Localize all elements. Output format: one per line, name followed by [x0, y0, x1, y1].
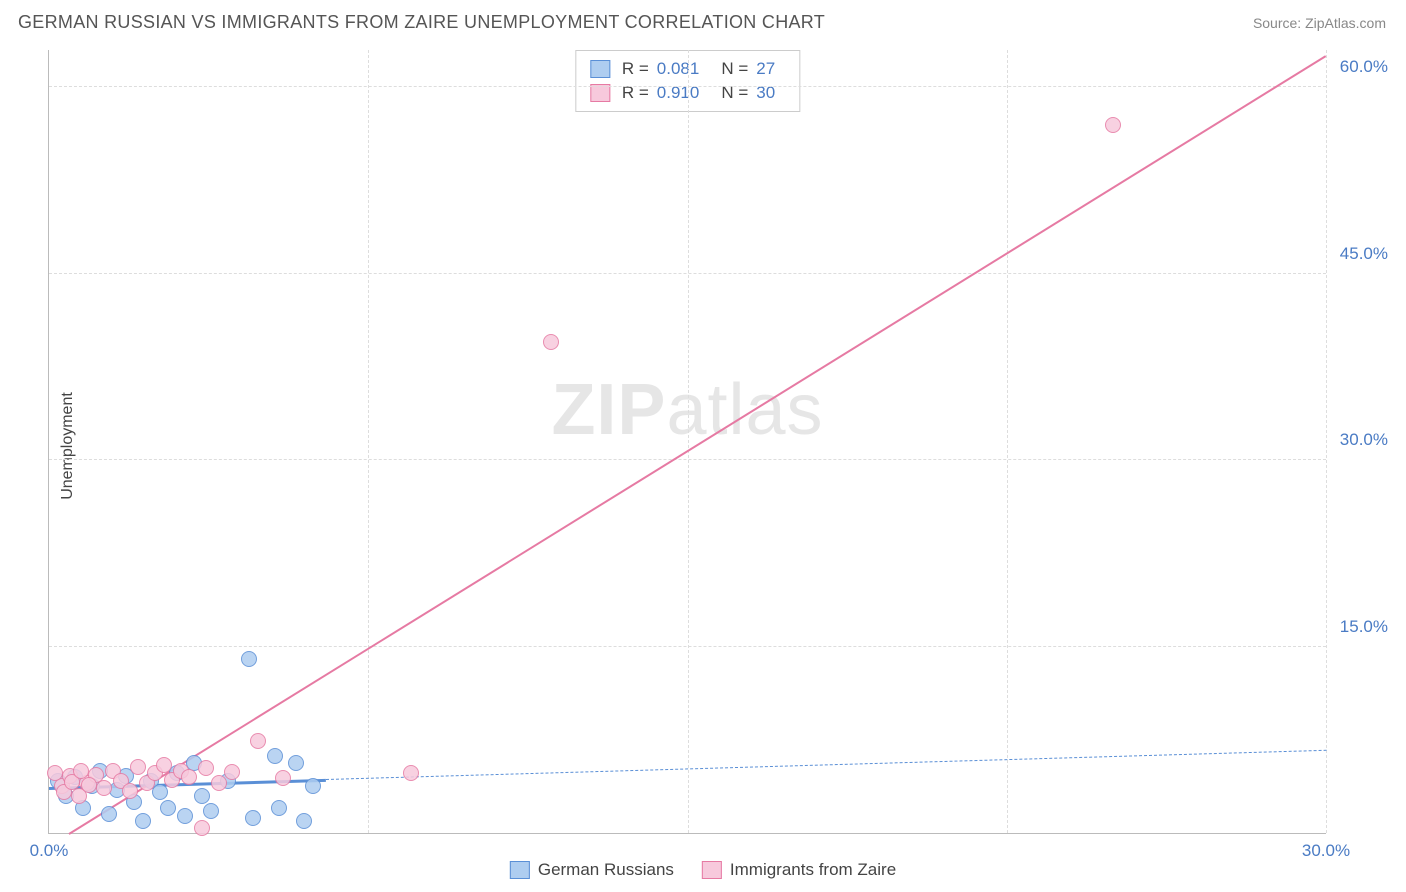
gridline-v: [688, 50, 689, 833]
legend-label: Immigrants from Zaire: [730, 860, 896, 880]
data-point: [245, 810, 261, 826]
data-point: [160, 800, 176, 816]
data-point: [101, 806, 117, 822]
source-attribution: Source: ZipAtlas.com: [1253, 15, 1386, 31]
r-label: R =: [622, 59, 649, 79]
data-point: [135, 813, 151, 829]
data-point: [122, 783, 138, 799]
legend-swatch: [590, 60, 610, 78]
y-tick-label: 45.0%: [1340, 244, 1388, 264]
data-point: [194, 788, 210, 804]
data-point: [181, 769, 197, 785]
y-tick-label: 60.0%: [1340, 57, 1388, 77]
data-point: [81, 777, 97, 793]
data-point: [211, 775, 227, 791]
data-point: [203, 803, 219, 819]
y-tick-label: 30.0%: [1340, 430, 1388, 450]
data-point: [224, 764, 240, 780]
y-tick-label: 15.0%: [1340, 617, 1388, 637]
data-point: [198, 760, 214, 776]
data-point: [543, 334, 559, 350]
data-point: [250, 733, 266, 749]
data-point: [267, 748, 283, 764]
legend-swatch: [510, 861, 530, 879]
data-point: [296, 813, 312, 829]
legend-label: German Russians: [538, 860, 674, 880]
data-point: [271, 800, 287, 816]
scatter-chart: ZIPatlas R =0.081N =27R =0.910N =30 15.0…: [48, 50, 1326, 834]
r-value: 0.081: [657, 59, 700, 79]
data-point: [130, 759, 146, 775]
gridline-v: [1326, 50, 1327, 833]
legend-swatch: [702, 861, 722, 879]
data-point: [194, 820, 210, 836]
data-point: [177, 808, 193, 824]
data-point: [403, 765, 419, 781]
data-point: [1105, 117, 1121, 133]
n-value: 27: [756, 59, 775, 79]
data-point: [47, 765, 63, 781]
data-point: [305, 778, 321, 794]
gridline-v: [368, 50, 369, 833]
data-point: [241, 651, 257, 667]
chart-title: GERMAN RUSSIAN VS IMMIGRANTS FROM ZAIRE …: [18, 12, 825, 33]
legend-item: Immigrants from Zaire: [702, 860, 896, 880]
x-tick-label: 0.0%: [30, 841, 69, 861]
trend-line: [326, 750, 1326, 780]
data-point: [156, 757, 172, 773]
x-tick-label: 30.0%: [1302, 841, 1350, 861]
series-legend: German Russians Immigrants from Zaire: [510, 860, 896, 880]
legend-item: German Russians: [510, 860, 674, 880]
data-point: [288, 755, 304, 771]
trend-line: [69, 55, 1327, 835]
gridline-v: [1007, 50, 1008, 833]
data-point: [275, 770, 291, 786]
n-label: N =: [721, 59, 748, 79]
data-point: [96, 780, 112, 796]
